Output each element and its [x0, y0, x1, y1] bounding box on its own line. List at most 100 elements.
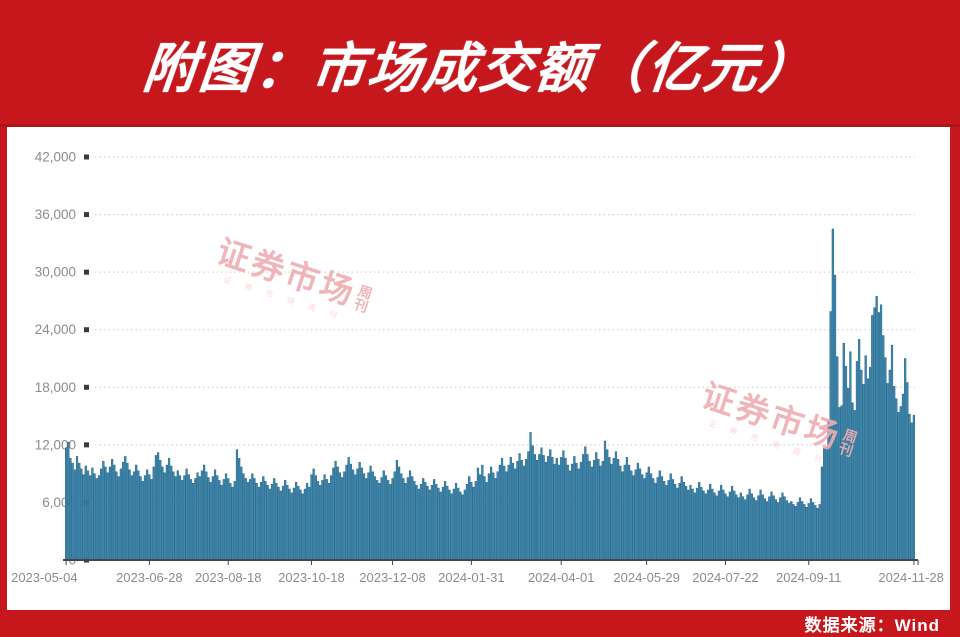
bar [240, 466, 243, 561]
bar [132, 471, 136, 561]
bar [702, 490, 705, 561]
bar [634, 469, 637, 561]
bar [906, 382, 909, 561]
bar [617, 459, 620, 561]
footer-banner: 数据来源：Wind [0, 610, 960, 637]
bar [117, 476, 120, 561]
bar [369, 465, 372, 561]
bar [360, 467, 363, 561]
bar [465, 483, 469, 561]
bar [483, 476, 486, 561]
bar [371, 471, 374, 561]
bar [78, 462, 81, 561]
bar [487, 473, 490, 561]
bar [866, 378, 869, 561]
bar [671, 479, 675, 561]
bar [603, 440, 607, 561]
bar [654, 483, 657, 561]
bar [522, 465, 526, 561]
bar [647, 466, 650, 561]
bar [851, 402, 854, 561]
bar [139, 476, 142, 561]
header-bottom-edge [0, 124, 960, 127]
y-tick-label: 36,000 [35, 207, 76, 222]
bar [183, 475, 186, 561]
bar [623, 464, 626, 561]
bar [356, 468, 359, 561]
bar [621, 471, 624, 561]
bar [728, 491, 731, 561]
bar [312, 468, 315, 561]
bar [150, 479, 153, 561]
x-tick-label: 2024-11-28 [878, 570, 944, 585]
bar [492, 472, 495, 561]
bar [211, 476, 214, 561]
bar [334, 460, 337, 561]
bar [354, 474, 357, 561]
x-tick-label: 2024-01-31 [438, 570, 505, 585]
bar [454, 483, 458, 561]
x-tick-label: 2023-08-18 [195, 570, 262, 585]
bar [137, 470, 140, 561]
bar [203, 464, 206, 561]
bar [244, 478, 247, 561]
bar [816, 507, 819, 561]
bar [365, 478, 368, 561]
bar [893, 386, 896, 561]
bar [584, 446, 587, 561]
bar [500, 458, 504, 561]
bar [178, 475, 182, 561]
bar [645, 472, 648, 561]
bar [316, 481, 320, 561]
bar [735, 494, 738, 561]
bar [619, 465, 622, 561]
bar [384, 475, 388, 561]
bar [281, 485, 285, 561]
bar [106, 472, 109, 561]
y-tick-label: 12,000 [35, 437, 76, 452]
bar [400, 473, 403, 561]
bar [303, 488, 306, 561]
bar [419, 483, 423, 561]
bar [119, 468, 122, 561]
bar [755, 500, 758, 561]
bar [783, 496, 786, 561]
bar [376, 480, 379, 561]
bar [474, 481, 477, 561]
bar [847, 388, 850, 561]
bar [715, 495, 718, 561]
bar [555, 458, 558, 561]
bar [853, 410, 856, 561]
bar [748, 488, 751, 561]
bar [588, 460, 591, 561]
bar [227, 478, 230, 561]
bar [472, 486, 475, 561]
bar [717, 490, 721, 561]
bar [218, 480, 221, 561]
bar [200, 470, 204, 561]
bar [733, 490, 736, 561]
bar [836, 356, 839, 561]
bar [73, 469, 76, 561]
bar [266, 484, 269, 561]
bar [387, 480, 390, 561]
bar [279, 490, 282, 561]
bar [224, 473, 228, 561]
bar [514, 468, 517, 561]
bar [93, 473, 96, 561]
bar [520, 460, 523, 561]
bar [908, 413, 911, 561]
bar [358, 461, 361, 561]
bar [577, 468, 580, 561]
bar [121, 461, 125, 561]
bar [314, 475, 317, 561]
bar [238, 458, 241, 561]
bar [270, 483, 274, 561]
bar [75, 456, 79, 561]
bar [864, 355, 867, 561]
bar [86, 470, 90, 561]
bar [498, 464, 501, 561]
bar [157, 452, 160, 561]
bar [741, 496, 745, 561]
